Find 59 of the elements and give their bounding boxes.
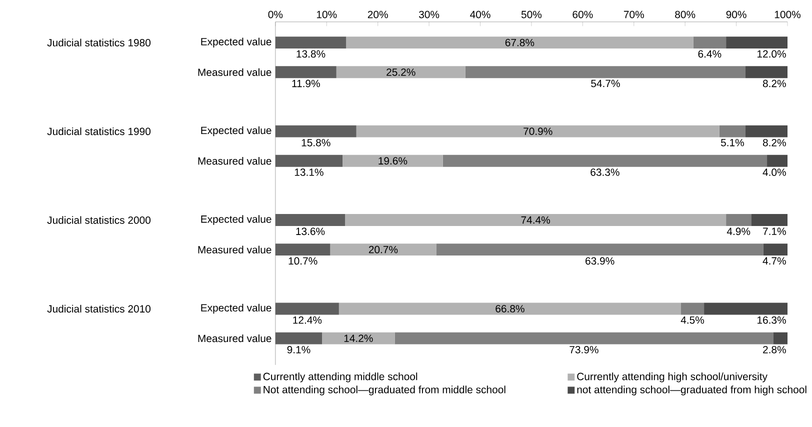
data-label: 25.2% xyxy=(386,68,416,76)
data-label: 2.8% xyxy=(763,346,786,354)
x-tick-label: 10% xyxy=(316,11,337,18)
x-tick-label: 90% xyxy=(726,11,746,18)
data-label: 4.9% xyxy=(726,228,750,236)
data-label: 8.2% xyxy=(762,139,786,147)
y-tick-label: Measured value xyxy=(198,157,272,165)
data-label: 73.9% xyxy=(570,346,598,354)
data-label: 19.6% xyxy=(378,157,408,165)
data-label: 11.9% xyxy=(292,80,320,88)
y-tick-label: Expected value xyxy=(201,304,272,314)
data-label: 8.2% xyxy=(762,80,786,88)
y-tick-label: Measured value xyxy=(198,246,272,254)
data-label: 13.6% xyxy=(296,228,325,236)
data-label: 70.9% xyxy=(524,128,552,136)
legend-label: Not attending school—graduated from middle school xyxy=(264,386,506,396)
data-label: 16.3% xyxy=(758,316,786,324)
data-label: 13.8% xyxy=(296,50,326,58)
x-tick-label: 70% xyxy=(624,11,644,18)
x-tick-label: 30% xyxy=(418,11,440,18)
data-label: 14.2% xyxy=(344,334,373,342)
text: Judicial statistics 2000 xyxy=(47,216,151,224)
text: Judicial statistics 2010 xyxy=(47,305,151,313)
data-label: 10.7% xyxy=(288,257,318,265)
x-tick-label: 0% xyxy=(268,11,283,18)
y-tick-label: Expected value xyxy=(201,215,272,226)
data-label: 4.7% xyxy=(762,257,786,265)
y-tick-label: Measured value xyxy=(198,334,272,342)
data-label: 9.1% xyxy=(287,346,310,354)
data-label: 5.1% xyxy=(720,139,744,147)
data-label: 6.4% xyxy=(698,50,722,58)
data-label: 63.3% xyxy=(590,168,620,176)
data-label: 4.0% xyxy=(762,168,786,176)
data-label: 74.4% xyxy=(521,216,550,224)
data-label: 54.7% xyxy=(591,80,620,88)
x-tick-label: 40% xyxy=(470,11,490,18)
data-label: 12.0% xyxy=(758,50,786,58)
data-label: 12.4% xyxy=(293,316,322,324)
data-label: 15.8% xyxy=(302,139,330,147)
data-label: 63.9% xyxy=(586,257,614,265)
data-label: 66.8% xyxy=(496,305,524,313)
text: Judicial statistics 1980 xyxy=(47,38,151,47)
data-label: 67.8% xyxy=(505,39,534,46)
y-tick-label: Measured value xyxy=(198,68,272,76)
x-tick-label: 80% xyxy=(675,11,696,18)
y-tick-label: Expected value xyxy=(201,126,272,136)
x-tick-label: 100% xyxy=(774,11,800,18)
data-label: 20.7% xyxy=(368,246,398,254)
y-tick-label: Expected value xyxy=(201,38,272,48)
data-label: 4.5% xyxy=(680,316,704,324)
legend-label: Currently attending high school/university xyxy=(577,372,768,382)
legend-label: not attending school—graduated from high school xyxy=(577,386,806,396)
x-tick-label: 50% xyxy=(521,11,542,18)
x-tick-label: 20% xyxy=(368,11,388,18)
data-label: 13.1% xyxy=(294,168,324,176)
legend-label: Currently attending middle school xyxy=(263,372,418,382)
text: Judicial statistics 1990 xyxy=(47,128,151,136)
x-tick-label: 60% xyxy=(572,11,593,18)
data-label: 7.1% xyxy=(763,228,786,236)
